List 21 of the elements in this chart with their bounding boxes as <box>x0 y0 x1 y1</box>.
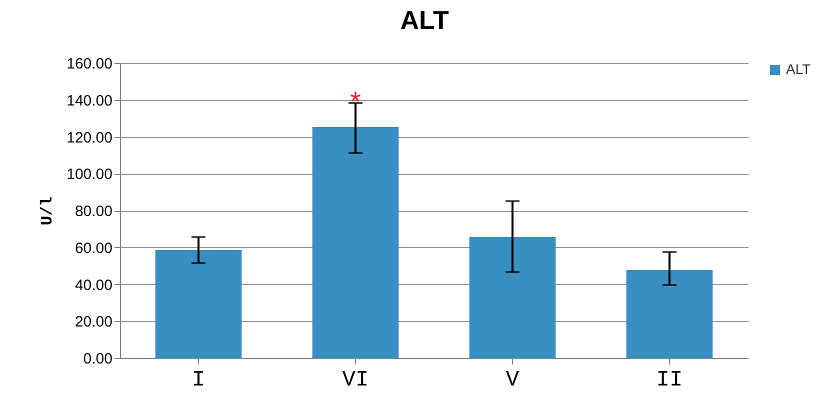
x-tick-label: VI <box>342 368 369 392</box>
y-tick-label: 100.00 <box>66 166 112 184</box>
y-tick-label: 120.00 <box>66 129 112 146</box>
bar <box>155 250 242 358</box>
bar <box>312 126 399 358</box>
y-tick-label: 0.00 <box>83 350 112 368</box>
chart-title: ALT <box>400 5 449 35</box>
y-tick-label: 160.00 <box>66 56 112 72</box>
bar <box>626 270 713 358</box>
y-tick-label: 140.00 <box>66 92 112 110</box>
x-tick-label: V <box>506 368 520 392</box>
y-tick-label: 80.00 <box>74 203 112 220</box>
annotation: * <box>350 86 362 118</box>
y-tick-label: 40.00 <box>74 276 112 294</box>
y-tick-label: 60.00 <box>74 240 112 257</box>
legend-label: ALT <box>786 61 812 77</box>
x-tick-label: II <box>656 368 683 392</box>
y-tick-label: 20.00 <box>74 314 112 331</box>
y-axis-title: U/l <box>38 196 57 226</box>
bar <box>469 237 556 358</box>
x-tick-label: I <box>192 368 206 392</box>
